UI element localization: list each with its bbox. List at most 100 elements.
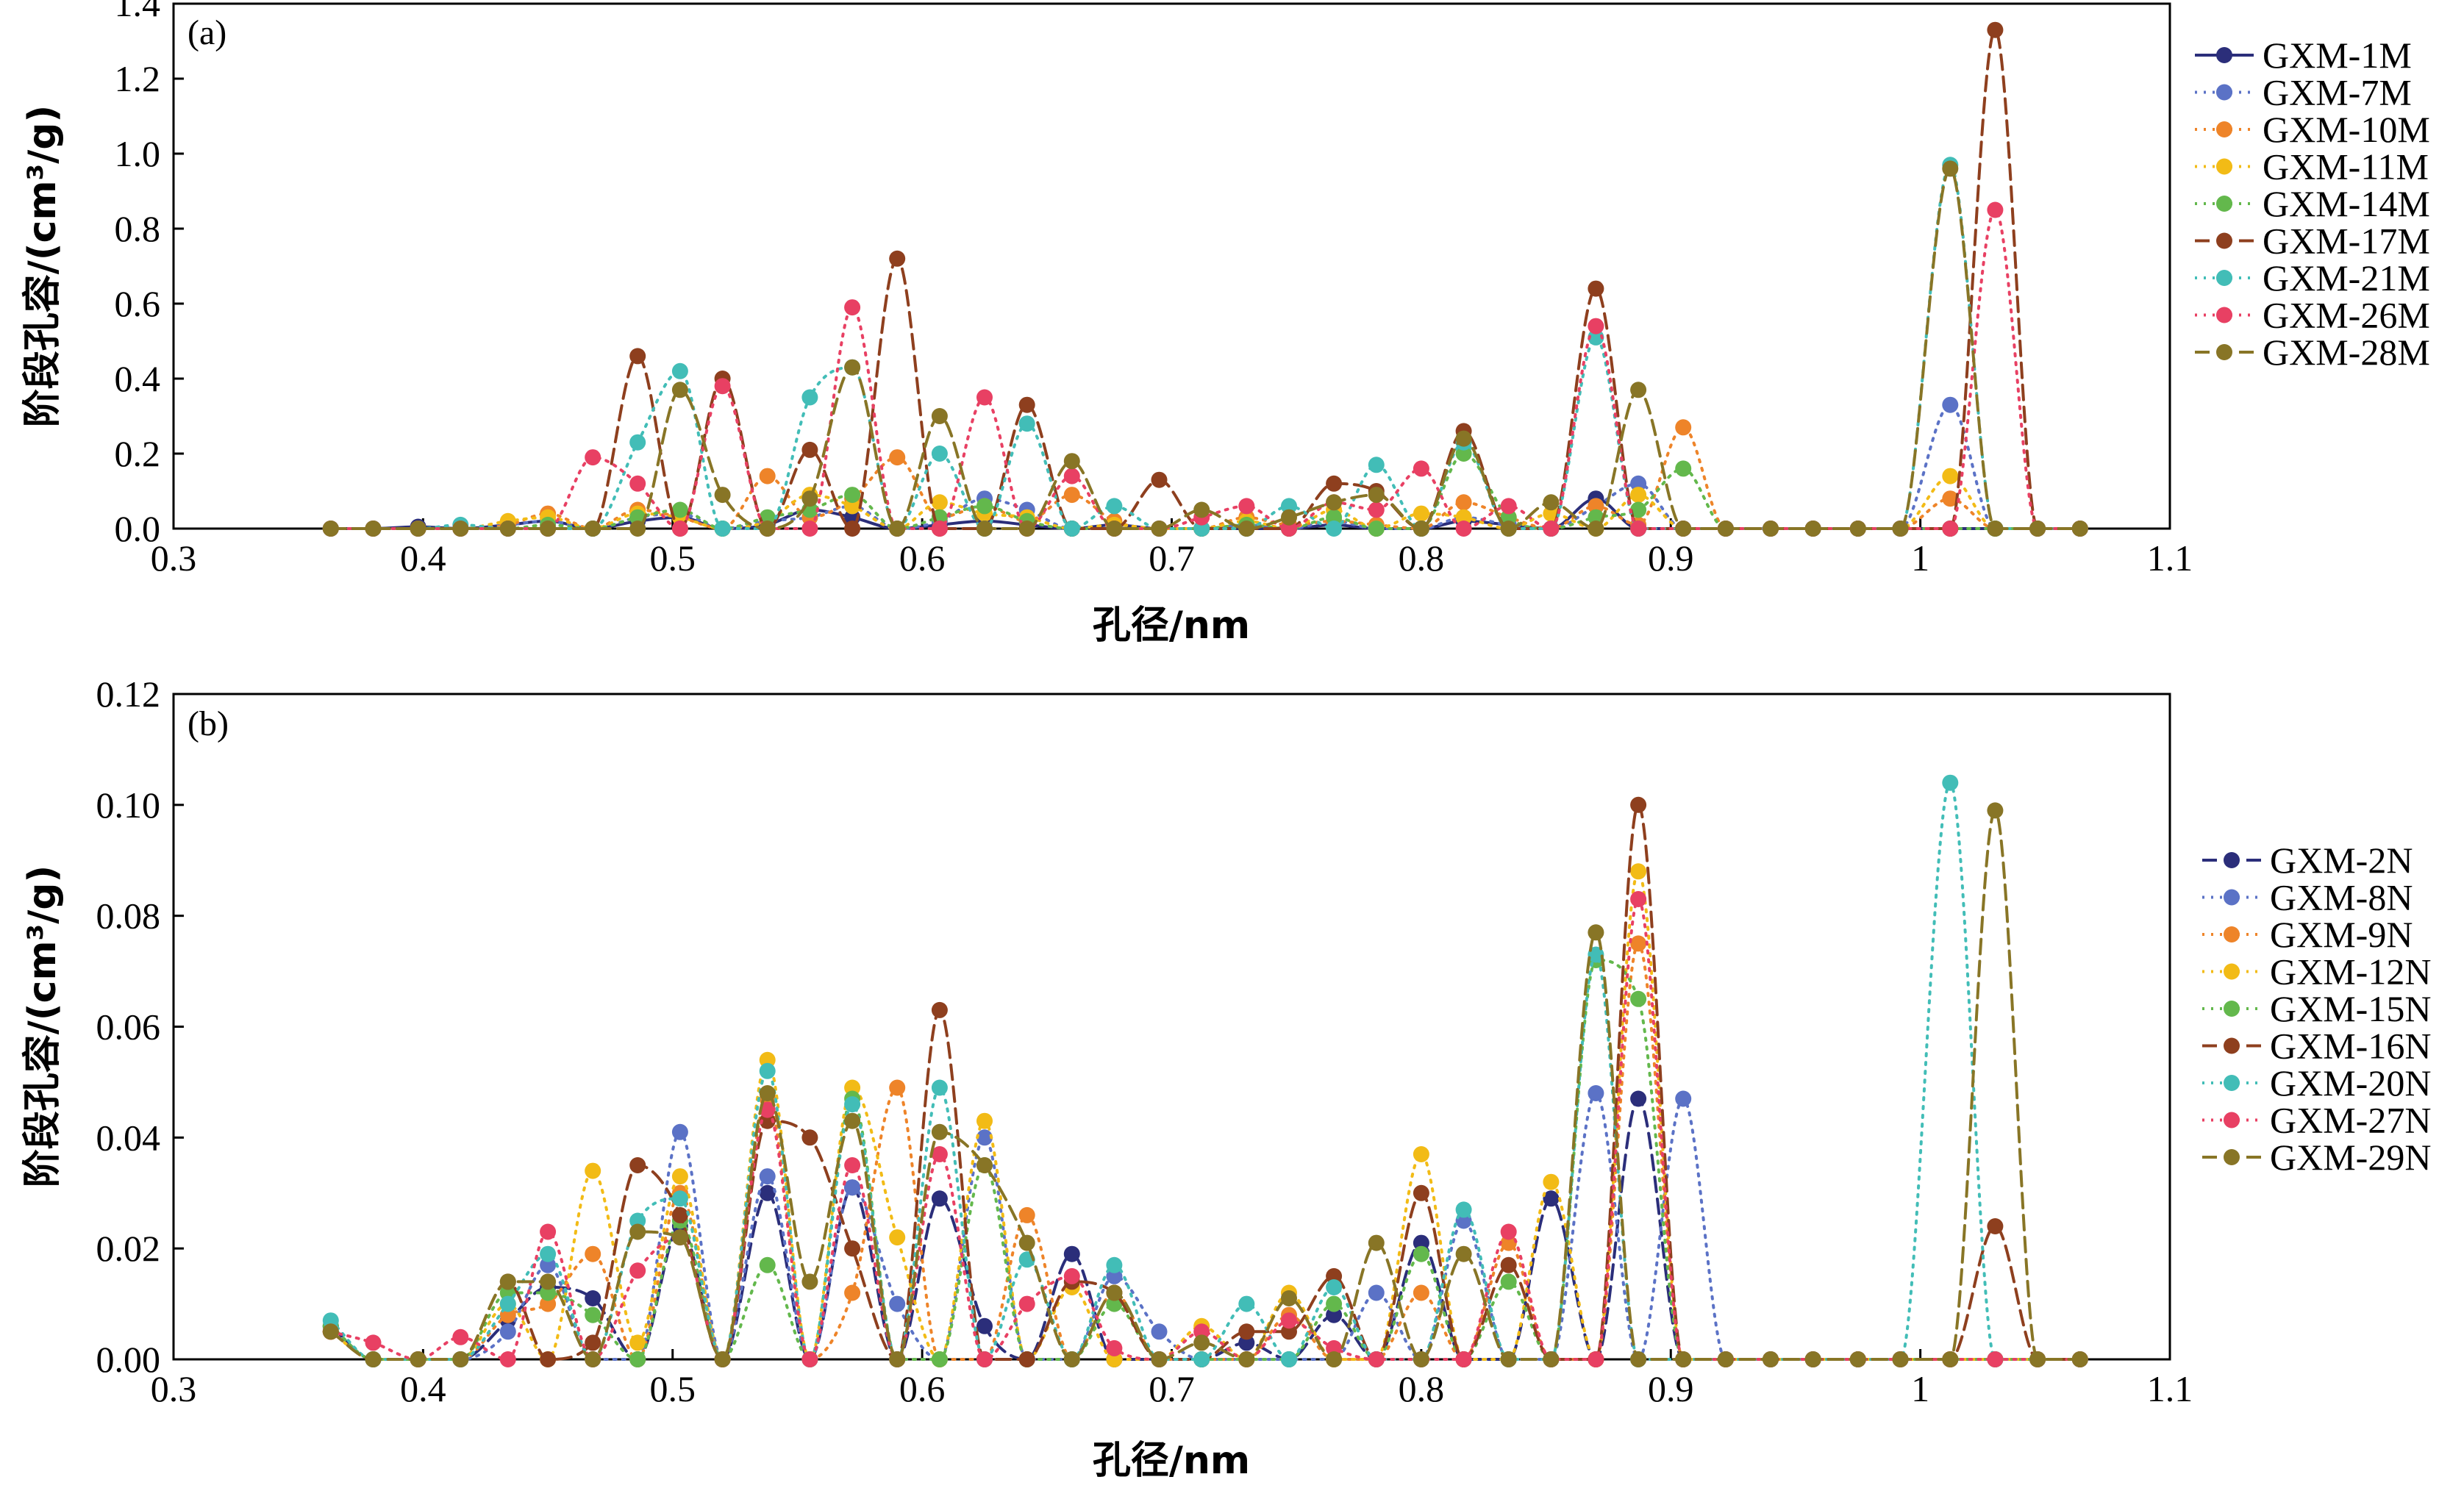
data-point: [629, 1351, 646, 1367]
data-point: [1630, 487, 1647, 504]
legend-label: GXM-17M: [2263, 221, 2430, 262]
data-point: [1151, 521, 1168, 537]
legend-swatch-marker: [2224, 963, 2240, 980]
data-point: [1018, 1351, 1035, 1367]
data-point: [889, 449, 906, 466]
data-point: [1675, 1351, 1692, 1367]
x-tick-label: 0.4: [400, 1368, 446, 1409]
data-point: [1630, 501, 1647, 518]
y-tick-label: 0.4: [115, 358, 161, 399]
panel-a: (a) 0.00.20.40.60.81.01.21.4 0.3 0.4 0.5 0.…: [21, 0, 2430, 648]
data-point: [671, 1190, 688, 1207]
data-point: [585, 449, 601, 466]
data-point: [1500, 509, 1517, 526]
data-point: [1018, 1295, 1035, 1312]
legend-swatch-marker: [2224, 1001, 2240, 1017]
legend-swatch-marker: [2216, 307, 2232, 323]
data-point: [585, 1334, 601, 1351]
data-point: [585, 521, 601, 537]
data-point: [322, 1312, 339, 1329]
data-point: [1675, 1090, 1692, 1107]
legend-label: GXM-7M: [2263, 72, 2412, 113]
data-point: [801, 1351, 818, 1367]
legend-label: GXM-10M: [2263, 109, 2430, 150]
data-point: [1193, 521, 1210, 537]
data-point: [801, 1129, 818, 1146]
data-point: [671, 1206, 688, 1223]
legend-label: GXM-12N: [2270, 951, 2431, 992]
data-point: [1455, 494, 1472, 511]
data-point: [759, 1184, 776, 1201]
data-point: [1763, 521, 1779, 537]
data-point: [1326, 475, 1343, 492]
data-point: [1630, 475, 1647, 492]
data-point: [1630, 891, 1647, 907]
data-point: [1106, 1295, 1123, 1312]
data-point: [844, 1284, 861, 1301]
x-tick-label: 0.8: [1399, 537, 1445, 579]
data-point: [976, 389, 993, 406]
legend-swatch-marker: [2216, 344, 2232, 360]
data-point: [1413, 1284, 1429, 1301]
data-point: [1630, 382, 1647, 398]
data-point: [671, 362, 688, 379]
x-axis-title: 孔径/nm: [1093, 1439, 1250, 1483]
data-point: [1987, 21, 2004, 38]
data-point: [1238, 1351, 1255, 1367]
data-point: [1892, 521, 1909, 537]
data-point: [1588, 329, 1604, 346]
data-point: [976, 1157, 993, 1173]
data-point: [1063, 1351, 1080, 1367]
legend: GXM-1MGXM-7MGXM-10MGXM-11MGXM-14MGXM-17M…: [2195, 35, 2430, 373]
data-point: [499, 1295, 516, 1312]
data-point: [671, 1168, 688, 1185]
data-point: [1281, 1323, 1297, 1340]
data-point: [1763, 1351, 1779, 1367]
legend-item: GXM-26M: [2195, 295, 2430, 336]
data-point: [1326, 1267, 1343, 1284]
data-point: [976, 1317, 993, 1334]
y-ticks: 0.0 0.2 0.4 0.6 0.8 1.0 1.2 1.4: [115, 0, 184, 549]
data-point: [844, 1179, 861, 1196]
x-tick-label: 0.7: [1149, 537, 1195, 579]
data-point: [759, 468, 776, 484]
data-point: [322, 1323, 339, 1340]
data-point: [844, 487, 861, 504]
legend-swatch-marker: [2216, 84, 2232, 101]
legend-item: GXM-28M: [2195, 332, 2430, 373]
data-point: [671, 1229, 688, 1246]
data-point: [1455, 509, 1472, 526]
data-point: [1193, 1323, 1210, 1340]
data-point: [1543, 494, 1560, 511]
data-point: [540, 1273, 557, 1290]
data-point: [1106, 1351, 1123, 1367]
data-point: [1368, 521, 1385, 537]
data-point: [1368, 1284, 1385, 1301]
legend-swatch-marker: [2216, 121, 2232, 137]
legend-item: GXM-1M: [2195, 35, 2412, 76]
legend-item: GXM-14M: [2195, 183, 2430, 224]
data-point: [1987, 201, 2004, 218]
legend-item: GXM-12N: [2202, 951, 2431, 992]
legend-label: GXM-9N: [2270, 914, 2413, 955]
data-point: [844, 521, 861, 537]
data-point: [801, 441, 818, 458]
data-point: [365, 521, 382, 537]
legend-label: GXM-20N: [2270, 1062, 2431, 1104]
data-point: [1063, 1245, 1080, 1262]
data-point: [1588, 1085, 1604, 1101]
data-point: [1281, 498, 1297, 515]
data-point: [1543, 1173, 1560, 1190]
data-point: [931, 1351, 948, 1367]
data-point: [452, 1328, 469, 1345]
data-point: [365, 1351, 382, 1367]
data-point: [931, 494, 948, 511]
data-point: [585, 1162, 601, 1179]
legend-swatch-marker: [2216, 232, 2232, 249]
data-point: [1588, 521, 1604, 537]
data-point: [844, 498, 861, 515]
data-point: [499, 521, 516, 537]
legend-item: GXM-20N: [2202, 1062, 2431, 1104]
data-point: [1281, 1290, 1297, 1306]
legend-item: GXM-15N: [2202, 988, 2431, 1029]
